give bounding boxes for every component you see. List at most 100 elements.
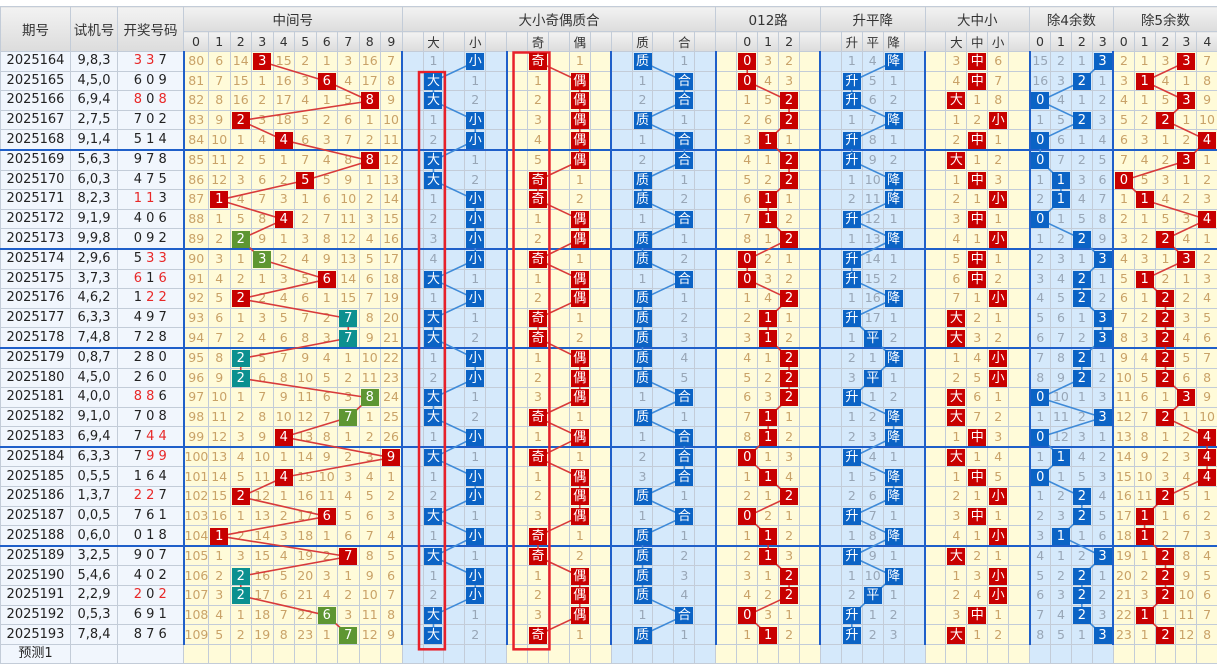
predict-cell[interactable] [423, 644, 444, 664]
omission-count: 7 [252, 190, 274, 210]
predict-cell[interactable] [359, 644, 381, 664]
omission-count: 5 [338, 506, 360, 526]
predict-cell[interactable] [465, 644, 486, 664]
spacer-cell [548, 110, 569, 130]
hit-marker-dx: 大 [424, 172, 442, 189]
draw-digit: 8 [146, 389, 158, 404]
predict-cell[interactable] [820, 644, 841, 664]
predict-cell[interactable] [883, 644, 904, 664]
spacer-cell [716, 566, 737, 586]
hit-cell: 6 [316, 269, 338, 289]
omission-count: 6 [1197, 586, 1217, 606]
predict-cell[interactable] [1155, 644, 1176, 664]
spacer-cell [486, 249, 507, 269]
draw-digit: 3 [134, 53, 146, 68]
predict-cell[interactable] [758, 644, 779, 664]
hit-cell: 降 [883, 526, 904, 546]
omission-count: 8 [359, 546, 381, 566]
predict-cell[interactable] [925, 644, 946, 664]
predict-cell[interactable] [486, 644, 507, 664]
predict-cell[interactable] [316, 644, 338, 664]
spacer-cell [590, 526, 611, 546]
spacer-cell [402, 328, 423, 348]
spacer-cell [486, 447, 507, 467]
predict-cell[interactable] [841, 644, 862, 664]
predict-cell[interactable] [252, 644, 274, 664]
predict-cell[interactable] [737, 644, 758, 664]
hit-cell: 升 [841, 209, 862, 229]
predict-cell[interactable] [1030, 644, 1051, 664]
predict-cell[interactable] [967, 644, 988, 664]
predict-cell[interactable] [1009, 644, 1030, 664]
predict-cell[interactable] [632, 644, 653, 664]
predict-cell[interactable] [1050, 644, 1071, 664]
omission-count: 14 [338, 269, 360, 289]
hit-marker-m4: 3 [1094, 53, 1112, 70]
predict-cell[interactable] [184, 644, 209, 664]
omission-count: 103 [184, 506, 209, 526]
spacer-cell [695, 625, 716, 645]
predict-cell[interactable] [716, 644, 737, 664]
draw-digit: 4 [134, 172, 146, 187]
predict-cell[interactable] [1176, 644, 1197, 664]
omission-count: 23 [1113, 625, 1134, 645]
predict-cell[interactable] [1092, 644, 1113, 664]
hit-marker-m4: 0 [1031, 389, 1049, 406]
omission-count: 3 [1113, 71, 1134, 91]
predict-cell[interactable] [230, 644, 252, 664]
predict-cell[interactable] [904, 644, 925, 664]
omission-count: 1 [465, 71, 486, 91]
draw-digit: 3 [159, 191, 167, 206]
predict-cell[interactable] [1071, 644, 1092, 664]
draw-digit: 9 [159, 73, 167, 88]
predict-cell[interactable] [507, 644, 528, 664]
hit-marker-m5: 2 [1156, 112, 1174, 129]
omission-count: 10 [209, 130, 231, 150]
predict-cell[interactable] [988, 644, 1009, 664]
predict-cell[interactable] [209, 644, 231, 664]
predict-cell[interactable] [402, 644, 423, 664]
omission-count: 1 [273, 229, 295, 249]
predict-cell[interactable] [590, 644, 611, 664]
hit-marker-dx: 小 [466, 132, 484, 149]
omission-count: 8 [1197, 71, 1217, 91]
predict-cell[interactable] [381, 644, 403, 664]
predict-cell[interactable] [273, 644, 295, 664]
draw-digit: 9 [159, 449, 167, 464]
hit-cell: 合 [674, 427, 695, 447]
predict-cell[interactable] [862, 644, 883, 664]
predict-cell[interactable] [444, 644, 465, 664]
omission-count: 19 [295, 546, 317, 566]
predict-cell[interactable] [1113, 644, 1134, 664]
omission-count: 10 [1113, 368, 1134, 388]
omission-count: 2 [338, 447, 360, 467]
predict-cell[interactable] [674, 644, 695, 664]
predict-cell[interactable] [779, 644, 800, 664]
predict-cell[interactable] [695, 644, 716, 664]
omission-count: 4 [737, 150, 758, 170]
predict-cell[interactable] [653, 644, 674, 664]
hit-marker-jo: 偶 [571, 231, 589, 248]
hit-marker-jo: 偶 [571, 112, 589, 129]
predict-cell[interactable] [548, 644, 569, 664]
omission-count: 7 [359, 526, 381, 546]
omission-count: 4 [423, 249, 444, 269]
predict-cell[interactable] [1134, 644, 1155, 664]
predict-cell[interactable] [800, 644, 821, 664]
predict-cell[interactable] [569, 644, 590, 664]
hit-cell: 合 [674, 506, 695, 526]
predict-cell[interactable] [1197, 644, 1217, 664]
omission-count: 1 [1030, 407, 1051, 427]
predict-cell[interactable] [528, 644, 549, 664]
omission-count: 1 [528, 467, 549, 487]
predict-cell[interactable] [946, 644, 967, 664]
omission-count: 6 [946, 269, 967, 289]
hit-cell: 4 [1197, 427, 1217, 447]
hit-cell: 质 [632, 526, 653, 546]
hit-cell: 1 [1134, 605, 1155, 625]
predict-cell[interactable] [295, 644, 317, 664]
omission-count: 1 [841, 170, 862, 190]
predict-cell[interactable] [338, 644, 360, 664]
spacer-cell [590, 269, 611, 289]
predict-cell[interactable] [611, 644, 632, 664]
